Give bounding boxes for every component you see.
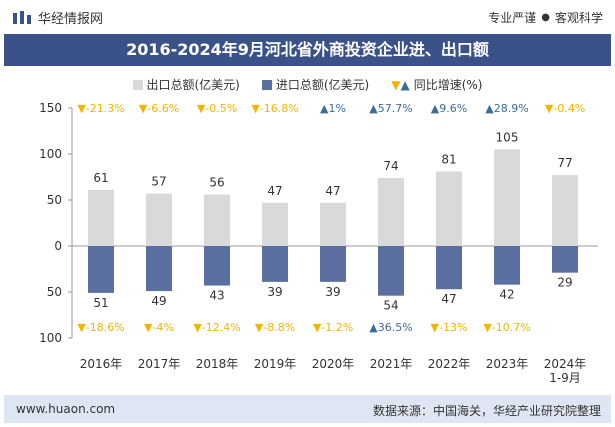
x-tick-label: 2016年 [80,357,123,371]
import-bar [204,246,230,286]
export-value-label: 47 [325,184,340,198]
import-yoy-label: ▼-4% [144,321,174,334]
x-tick-label: 2020年 [312,357,355,371]
chart-area: 150 100 50 0 50 100 61 51 ▼-21.3% ▼-18.6% 2016年 57 4… [39,101,598,385]
export-value-label: 74 [383,159,398,173]
top-bar: 华经情报网 专业严谨 ● 客观科学 [0,0,615,34]
slogan-separator: ● [541,12,550,23]
y-tick-label: 50 [47,193,62,207]
slogan-right: 客观科学 [554,11,603,25]
footer-source: 数据来源：中国海关，华经产业研究院整理 [372,404,601,418]
x-tick-label: 2023年 [486,357,529,371]
legend-export: 出口总额(亿美元) [132,76,240,93]
export-bar [146,193,172,246]
export-bar [552,175,578,246]
export-value-label: 105 [496,130,519,144]
x-tick-label: 2019年 [254,357,297,371]
chart-title: 2016-2024年9月河北省外商投资企业进、出口额 [126,40,489,59]
import-yoy-label: ▼-10.7% [483,321,530,334]
export-yoy-label: ▲28.9% [485,102,528,115]
legend-yoy: ▼ ▲ 同比增速(%) [391,76,482,93]
import-yoy-label: ▼-18.6% [77,321,124,334]
export-yoy-label: ▲1% [320,102,346,115]
export-yoy-label: ▼-0.4% [545,102,585,115]
legend-yoy-label: 同比增速(%) [413,78,483,92]
y-tick-label: 100 [39,331,62,345]
import-bar [436,246,462,290]
slogan-left: 专业严谨 [488,11,537,25]
import-yoy-label: ▼-13% [431,321,468,334]
export-yoy-label: ▼-21.3% [77,102,124,115]
import-bar [88,246,114,293]
export-bar [436,171,462,246]
export-yoy-label: ▲57.7% [369,102,412,115]
export-yoy-label: ▼-16.8% [251,102,298,115]
x-tick-label: 2022年 [428,357,471,371]
import-bar [494,246,520,285]
legend-import-label: 进口总额(亿美元) [275,78,370,92]
export-yoy-label: ▲9.6% [431,102,467,115]
export-value-label: 81 [441,152,456,166]
import-value-label: 51 [93,296,108,310]
title-bar: 2016-2024年9月河北省外商投资企业进、出口额 [4,34,611,66]
legend: 出口总额(亿美元) 进口总额(亿美元) ▼ ▲ 同比增速(%) [0,76,615,93]
x-tick-label: 2021年 [370,357,413,371]
export-bar [378,177,404,246]
import-yoy-label: ▼-8.8% [255,321,295,334]
export-value-label: 77 [557,156,572,170]
brand-logo-icon [13,10,31,24]
x-tick-label: 2018年 [196,357,239,371]
import-bar [552,246,578,273]
x-tick-label: 2024年 1-9月 [544,357,587,385]
import-value-label: 49 [151,294,166,308]
import-bar [146,246,172,292]
import-value-label: 29 [557,276,572,290]
import-value-label: 47 [441,292,456,306]
legend-export-label: 出口总额(亿美元) [146,78,240,92]
y-tick-label: 50 [47,285,62,299]
y-tick-label: 100 [39,147,62,161]
import-yoy-label: ▼-1.2% [313,321,353,334]
import-yoy-label: ▲36.5% [369,321,412,334]
export-bar [88,189,114,246]
import-value-label: 54 [383,299,398,313]
brand: 华经情报网 [12,8,103,27]
brand-name: 华经情报网 [38,12,104,27]
export-bar [262,202,288,246]
import-bar [378,246,404,296]
import-value-label: 39 [267,285,282,299]
export-bar [204,194,230,246]
legend-import-swatch [261,79,272,90]
slogan: 专业严谨 ● 客观科学 [488,9,603,26]
y-tick-label: 150 [39,101,62,115]
import-value-label: 39 [325,285,340,299]
legend-import: 进口总额(亿美元) [261,76,370,93]
legend-export-swatch [132,79,143,90]
import-bar [262,246,288,282]
up-triangle-icon: ▲ [400,77,410,92]
export-bar [494,149,520,246]
import-value-label: 42 [499,288,514,302]
export-value-label: 47 [267,184,282,198]
down-triangle-icon: ▼ [391,77,401,92]
export-yoy-label: ▼-0.5% [197,102,237,115]
import-value-label: 43 [209,289,224,303]
x-tick-label: 2017年 [138,357,181,371]
export-value-label: 61 [93,171,108,185]
import-yoy-label: ▼-12.4% [193,321,240,334]
import-bar [320,246,346,282]
y-tick-label: 0 [54,239,62,253]
export-yoy-label: ▼-6.6% [139,102,179,115]
export-value-label: 56 [209,175,224,189]
footer-bar: www.huaon.com 数据来源：中国海关，华经产业研究院整理 [4,395,611,423]
export-value-label: 57 [151,175,166,189]
footer-website: www.huaon.com [16,402,116,416]
export-bar [320,202,346,246]
